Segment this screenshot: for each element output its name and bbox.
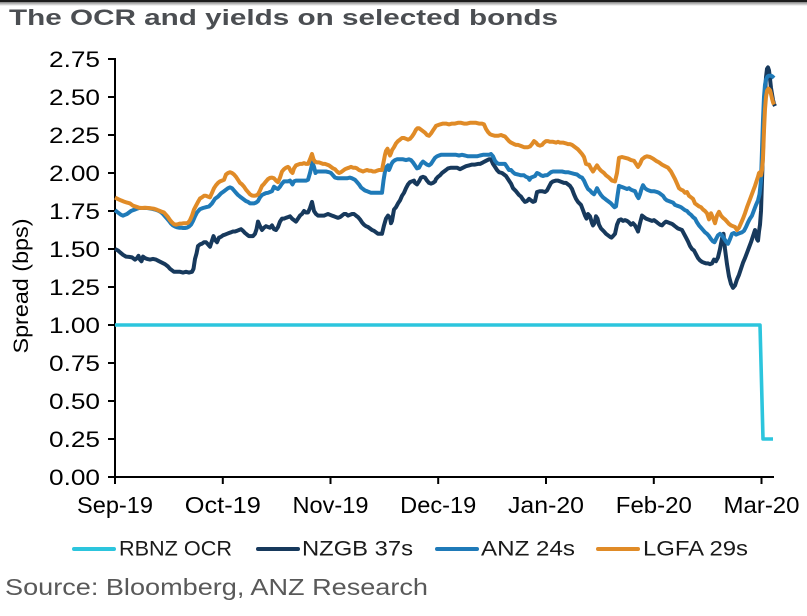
svg-text:0.25: 0.25 [49,427,100,452]
svg-text:The OCR and yields on selected: The OCR and yields on selected bonds [9,5,558,30]
svg-text:1.00: 1.00 [49,313,100,338]
svg-text:Jan-20: Jan-20 [508,492,584,518]
svg-text:0.00: 0.00 [49,465,100,490]
svg-text:1.50: 1.50 [49,237,100,262]
svg-text:Dec-19: Dec-19 [400,492,476,518]
svg-text:Feb-20: Feb-20 [616,492,692,518]
svg-text:NZGB 37s: NZGB 37s [302,537,413,561]
svg-text:1.75: 1.75 [49,199,100,224]
svg-text:RBNZ OCR: RBNZ OCR [119,537,232,561]
svg-text:Mar-20: Mar-20 [724,492,800,518]
svg-text:Spread (bps): Spread (bps) [9,219,33,354]
svg-text:2.25: 2.25 [49,123,100,148]
svg-text:0.75: 0.75 [49,351,100,376]
svg-text:0.50: 0.50 [49,389,100,414]
svg-text:1.25: 1.25 [49,275,100,300]
svg-text:ANZ 24s: ANZ 24s [481,537,575,561]
svg-text:2.50: 2.50 [49,85,100,110]
svg-text:Source: Bloomberg, ANZ Researc: Source: Bloomberg, ANZ Research [5,574,428,600]
svg-text:LGFA 29s: LGFA 29s [643,537,748,561]
svg-text:Nov-19: Nov-19 [293,492,369,518]
svg-text:Sep-19: Sep-19 [77,492,153,518]
svg-text:2.00: 2.00 [49,161,100,186]
svg-text:2.75: 2.75 [49,47,100,72]
svg-text:Oct-19: Oct-19 [185,492,261,518]
